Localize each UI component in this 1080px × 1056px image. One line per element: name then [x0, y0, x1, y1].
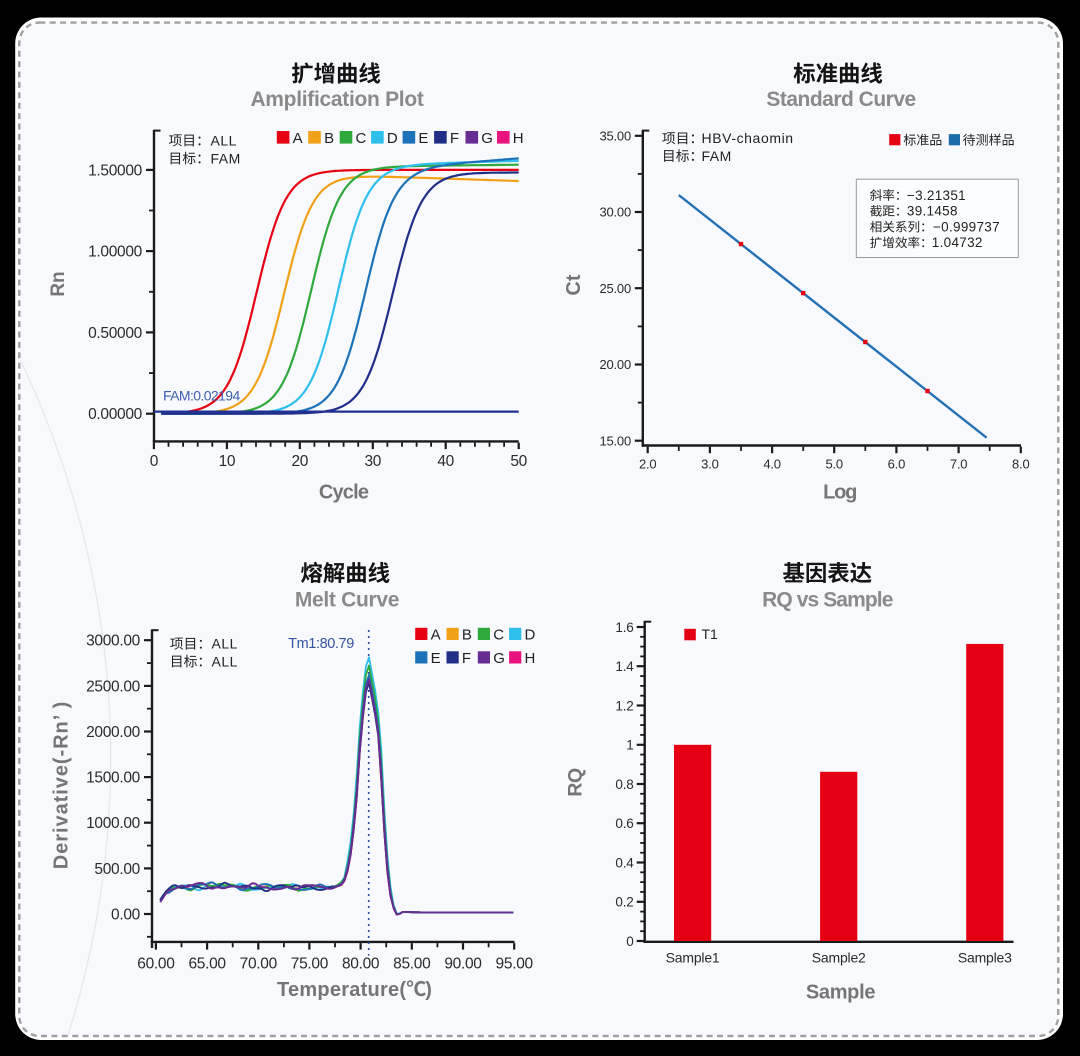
- svg-text:HBV-chaomin: HBV-chaomin: [702, 130, 794, 146]
- svg-text:Rn: Rn: [48, 271, 69, 296]
- svg-text:75.00: 75.00: [291, 955, 329, 972]
- svg-text:85.00: 85.00: [393, 955, 431, 972]
- svg-text:70.00: 70.00: [240, 955, 278, 972]
- svg-text:90.00: 90.00: [444, 955, 482, 972]
- svg-text:Tm1:80.79: Tm1:80.79: [288, 636, 354, 652]
- svg-text:B: B: [462, 626, 472, 643]
- svg-text:ALL: ALL: [211, 132, 237, 148]
- svg-text:RQ vs Sample: RQ vs Sample: [762, 588, 893, 611]
- svg-text:1.6: 1.6: [615, 620, 633, 635]
- svg-text:F: F: [462, 650, 471, 667]
- svg-text:H: H: [525, 650, 536, 667]
- svg-text:0: 0: [150, 453, 159, 470]
- svg-text:T1: T1: [702, 626, 719, 642]
- svg-text:C: C: [356, 130, 367, 147]
- svg-text:Sample1: Sample1: [666, 949, 720, 965]
- svg-text:G: G: [481, 130, 493, 147]
- svg-text:0.50000: 0.50000: [88, 325, 143, 342]
- svg-text:Cycle: Cycle: [319, 482, 369, 504]
- svg-text:A: A: [431, 626, 441, 643]
- svg-text:RQ: RQ: [565, 768, 587, 797]
- svg-text:4.0: 4.0: [763, 457, 780, 472]
- svg-text:1.04732: 1.04732: [932, 235, 983, 250]
- svg-text:80.00: 80.00: [342, 955, 380, 972]
- svg-text:): ): [425, 979, 432, 1001]
- svg-text:60.00: 60.00: [137, 955, 175, 972]
- svg-text:40: 40: [437, 453, 454, 470]
- svg-text:95.00: 95.00: [496, 955, 534, 972]
- svg-text:Ct: Ct: [563, 274, 585, 295]
- svg-text:8.0: 8.0: [1012, 457, 1029, 472]
- svg-text:E: E: [431, 650, 441, 667]
- svg-text:30: 30: [364, 453, 381, 470]
- svg-text:Log: Log: [823, 482, 856, 504]
- svg-text:F: F: [450, 130, 459, 147]
- svg-text:1.50000: 1.50000: [88, 162, 143, 179]
- svg-text:FAM:0.02194: FAM:0.02194: [163, 387, 240, 403]
- svg-text:10: 10: [219, 453, 236, 470]
- svg-text:20: 20: [291, 453, 308, 470]
- svg-text:A: A: [293, 130, 303, 147]
- svg-text:2000.00: 2000.00: [86, 724, 141, 741]
- svg-text:7.0: 7.0: [950, 457, 967, 472]
- svg-text:500.00: 500.00: [94, 861, 140, 878]
- svg-text:1.4: 1.4: [615, 659, 634, 674]
- svg-text:0.8: 0.8: [615, 777, 633, 792]
- svg-text:2500.00: 2500.00: [86, 678, 141, 695]
- svg-text:ALL: ALL: [212, 636, 238, 652]
- svg-text:0.2: 0.2: [615, 895, 633, 910]
- svg-text:0.00: 0.00: [111, 906, 141, 923]
- svg-text:65.00: 65.00: [188, 955, 226, 972]
- svg-text:FAM: FAM: [211, 150, 241, 166]
- svg-text:H: H: [513, 130, 524, 147]
- svg-text:35.00: 35.00: [599, 129, 631, 144]
- svg-text:0.4: 0.4: [615, 855, 634, 870]
- svg-text:1.2: 1.2: [615, 698, 633, 713]
- svg-text:1: 1: [626, 738, 633, 753]
- svg-text:0.6: 0.6: [615, 816, 633, 831]
- svg-text:39.1458: 39.1458: [907, 204, 958, 219]
- svg-text:25.00: 25.00: [599, 281, 631, 296]
- svg-text:0.00000: 0.00000: [88, 406, 143, 423]
- svg-text:Standard Curve: Standard Curve: [766, 88, 915, 111]
- svg-text:−0.999737: −0.999737: [933, 219, 1000, 234]
- svg-text:Sample: Sample: [806, 982, 876, 1004]
- svg-text:1000.00: 1000.00: [86, 815, 141, 832]
- svg-text:3.0: 3.0: [701, 457, 718, 472]
- svg-text:Sample3: Sample3: [958, 949, 1012, 965]
- svg-text:Temperature(: Temperature(: [277, 979, 406, 1001]
- svg-text:20.00: 20.00: [599, 357, 631, 372]
- svg-text:C: C: [493, 626, 504, 643]
- svg-text:6.0: 6.0: [888, 457, 905, 472]
- svg-text:−3.21351: −3.21351: [907, 188, 966, 203]
- svg-text:D: D: [525, 626, 536, 643]
- svg-text:B: B: [324, 130, 334, 147]
- svg-text:2.0: 2.0: [639, 457, 656, 472]
- svg-text:Amplification Plot: Amplification Plot: [250, 88, 423, 111]
- svg-text:Melt Curve: Melt Curve: [295, 588, 399, 611]
- svg-text:1500.00: 1500.00: [86, 770, 141, 787]
- svg-text:5.0: 5.0: [825, 457, 842, 472]
- svg-text:G: G: [493, 650, 505, 667]
- svg-text:3000.00: 3000.00: [86, 633, 141, 650]
- svg-text:D: D: [387, 130, 398, 147]
- svg-text:1.00000: 1.00000: [88, 244, 143, 261]
- svg-text:FAM: FAM: [702, 148, 732, 164]
- svg-text:30.00: 30.00: [599, 205, 631, 220]
- svg-text:E: E: [418, 130, 428, 147]
- svg-text:Derivative(-Rn’ ): Derivative(-Rn’ ): [51, 701, 73, 869]
- svg-text:Sample2: Sample2: [812, 949, 866, 965]
- svg-text:ALL: ALL: [212, 653, 238, 669]
- svg-text:0: 0: [626, 934, 633, 949]
- svg-text:15.00: 15.00: [599, 433, 631, 448]
- svg-text:50: 50: [510, 453, 527, 470]
